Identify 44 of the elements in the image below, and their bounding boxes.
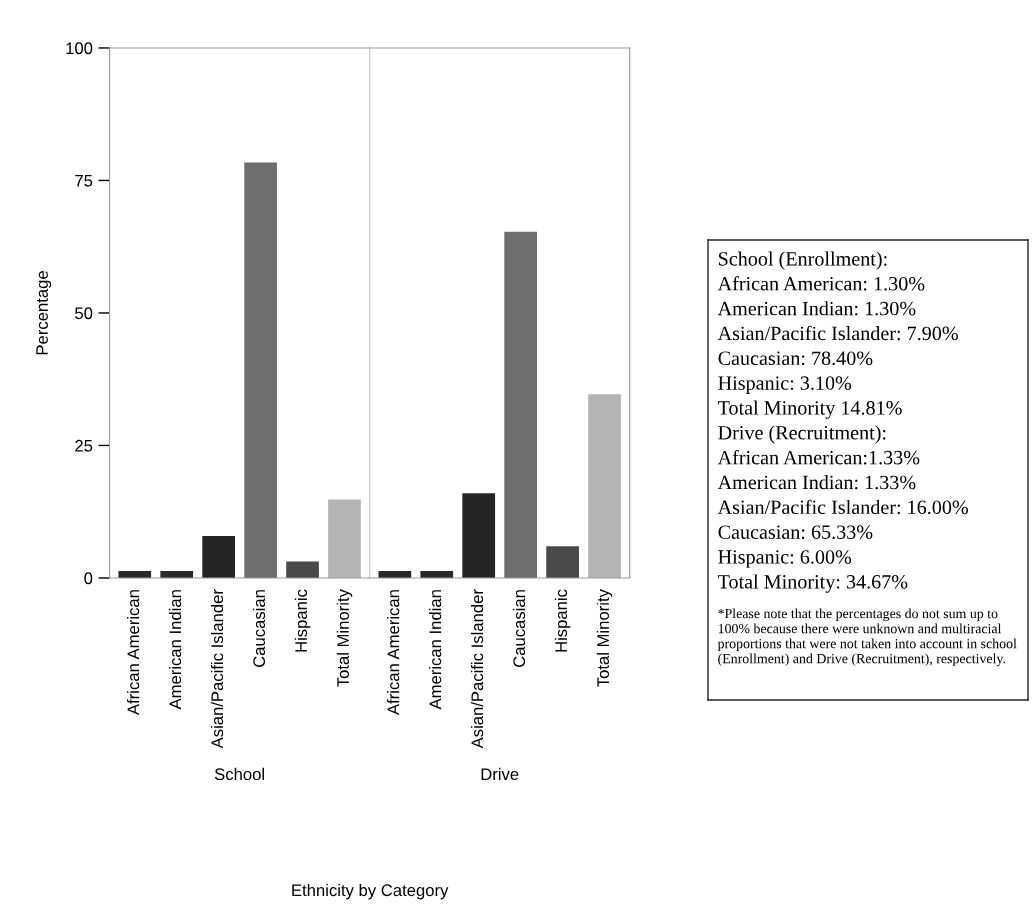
y-tick-label: 75 bbox=[75, 175, 93, 187]
text: *Please note that the percentages do not sum up to 100% because there were unknown and multiracial proportions that were not taken into account in school (Enrollment) and Drive (Recruitment), respectively. bbox=[717, 608, 1017, 667]
text: Caucasian: 65.33% bbox=[718, 525, 873, 539]
text: Total Minority: 34.67% bbox=[717, 574, 908, 593]
x-tick-label: American Indian bbox=[429, 590, 442, 710]
x-axis-title: School bbox=[214, 767, 264, 781]
text: Asian/Pacific Islander: 16.00% bbox=[717, 499, 969, 515]
text: Caucasian: 78.40% bbox=[718, 351, 873, 366]
x-tick-label: Hispanic bbox=[554, 589, 571, 652]
bar bbox=[328, 499, 361, 578]
y-tick-label: 0 bbox=[84, 572, 93, 585]
text: Hispanic: 6.00% bbox=[718, 550, 852, 568]
x-tick-label: Caucasian bbox=[252, 590, 266, 667]
bar bbox=[244, 162, 277, 578]
text: Asian/Pacific Islander: 7.90% bbox=[717, 325, 958, 341]
text: School (Enrollment): bbox=[718, 251, 887, 270]
x-tick-label: Asian/Pacific Islander bbox=[210, 589, 224, 749]
x-tick-label: Asian/Pacific Islander bbox=[470, 589, 484, 749]
x-tick-label: Hispanic bbox=[294, 589, 311, 652]
y-axis-title: Percentage bbox=[36, 271, 52, 355]
bar bbox=[546, 546, 579, 578]
text: Ethnicity by Category bbox=[292, 883, 449, 900]
x-tick-label: Total Minority bbox=[596, 589, 613, 687]
bar bbox=[462, 493, 496, 578]
x-tick-label: African American bbox=[127, 590, 140, 716]
x-tick-label: American Indian bbox=[168, 590, 182, 710]
text: Total Minority 14.81% bbox=[717, 400, 902, 419]
y-tick-label: 25 bbox=[75, 439, 93, 452]
bar bbox=[286, 561, 319, 578]
text: American Indian: 1.30% bbox=[717, 301, 916, 316]
x-tick-label: African American bbox=[387, 590, 400, 716]
x-axis-title: Drive bbox=[481, 767, 519, 781]
x-tick-label: Caucasian bbox=[512, 590, 526, 667]
text: African American: 1.30% bbox=[717, 276, 925, 291]
x-tick-label: Total Minority bbox=[336, 589, 353, 687]
text: American Indian: 1.33% bbox=[717, 475, 916, 490]
y-tick-label: 50 bbox=[75, 307, 93, 320]
text: African American:1.33% bbox=[717, 450, 920, 465]
bar bbox=[588, 394, 621, 578]
bar bbox=[202, 536, 236, 578]
text: Hispanic: 3.10% bbox=[718, 376, 852, 394]
text: Drive (Recruitment): bbox=[718, 425, 886, 444]
y-tick-label: 100 bbox=[66, 42, 93, 55]
bar bbox=[504, 231, 538, 578]
